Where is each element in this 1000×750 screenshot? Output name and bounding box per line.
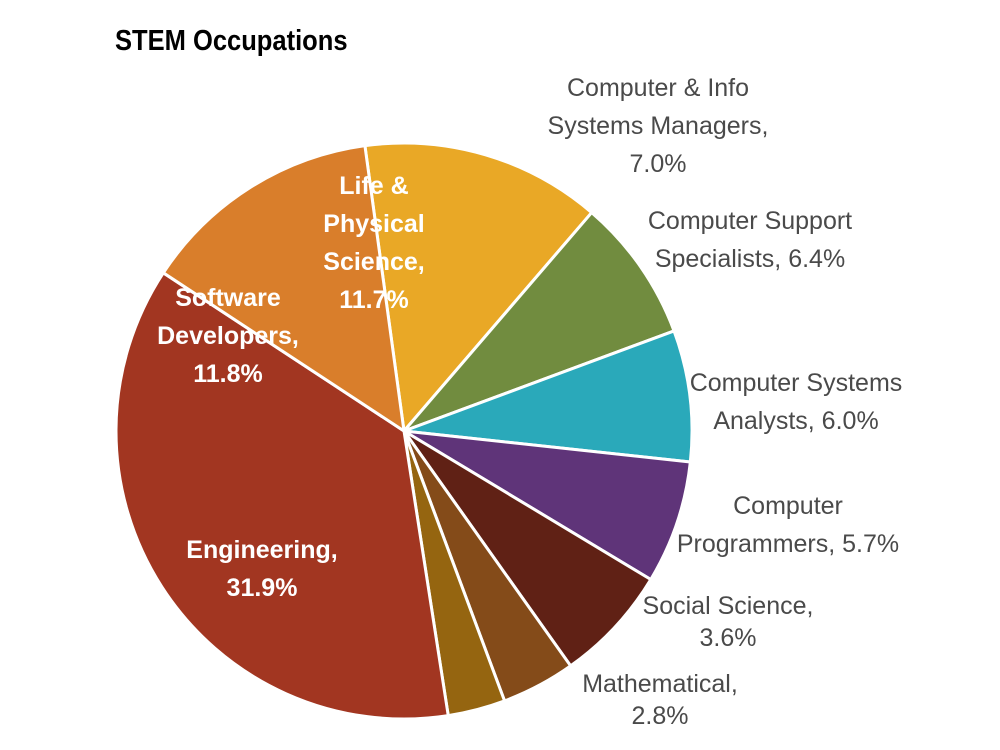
slice-label-line: 31.9% — [227, 574, 298, 602]
slice-label-line: Computer & Info — [567, 74, 749, 102]
slice-label-9: Software Developers, 11.8% — [157, 284, 299, 388]
pie-slice-4 — [402, 429, 692, 581]
pie-slice-2 — [402, 211, 676, 433]
slice-label-5: Computer Programmers, 5.7% — [677, 492, 899, 558]
slice-label-line: Systems Managers, — [548, 112, 769, 140]
slice-label-line: Computer — [733, 492, 843, 520]
slice-label-line: Analysts, 6.0% — [713, 407, 878, 435]
slice-label-line: Mathematical, — [582, 670, 738, 698]
slice-label-line: 11.8% — [193, 360, 263, 388]
slice-label-line: Engineering, — [186, 536, 337, 564]
pie-slice-5 — [402, 429, 653, 668]
slice-label-line: Software — [175, 284, 281, 312]
slice-label-line: Science, — [323, 248, 424, 276]
slice-label-line: Computer Support — [648, 207, 852, 235]
slice-label-line: 7.0% — [630, 150, 687, 178]
slice-label-7: Mathematical, 2.8% — [582, 670, 738, 730]
slice-label-6: Social Science, 3.6% — [643, 592, 814, 652]
slice-label-line: Specialists, 6.4% — [655, 245, 845, 273]
slice-label-line: Programmers, 5.7% — [677, 530, 899, 558]
slice-label-line: Physical — [323, 210, 424, 238]
pie-slice-8 — [114, 271, 450, 721]
slice-label-2: Computer & Info Systems Managers, 7.0% — [548, 74, 769, 178]
chart-title: STEM Occupations — [115, 25, 348, 57]
slice-label-line: 11.7% — [339, 286, 409, 314]
slice-label-4: Computer Systems Analysts, 6.0% — [690, 369, 903, 435]
slice-label-line: Life & — [339, 172, 408, 200]
pie-slice-9 — [161, 144, 406, 433]
slice-label-line: Computer Systems — [690, 369, 903, 397]
slice-label-1: Life & Physical Science, 11.7% — [323, 172, 424, 314]
slice-label-8: Engineering, 31.9% — [186, 536, 337, 602]
slice-label-3: Computer Support Specialists, 6.4% — [648, 207, 852, 273]
pie-slice-3 — [402, 329, 694, 464]
slice-label-line: Social Science, — [643, 592, 814, 620]
slice-label-line: Developers, — [157, 322, 299, 350]
pie-slice-1 — [363, 141, 594, 433]
slice-label-line: 3.6% — [700, 624, 757, 652]
slice-label-line: 2.8% — [632, 702, 689, 730]
